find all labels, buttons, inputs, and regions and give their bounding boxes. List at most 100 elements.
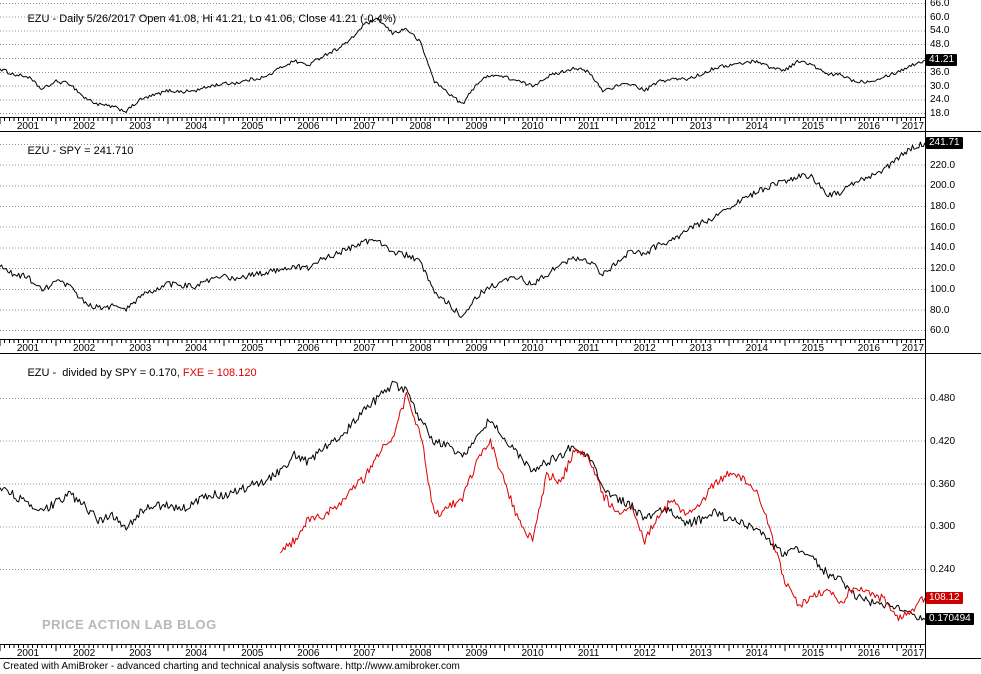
x-year-label: 2001 bbox=[17, 648, 40, 658]
status-bar: Created with AmiBroker - advanced charti… bbox=[0, 659, 981, 674]
ratio-panel-title: EZU - divided by SPY = 0.170, FXE = 108.… bbox=[3, 355, 257, 391]
x-year-label: 2017 bbox=[902, 648, 925, 658]
x-year-label: 2010 bbox=[521, 343, 544, 353]
x-year-label: 2004 bbox=[185, 648, 208, 658]
x-year-label: 2015 bbox=[802, 648, 825, 658]
x-year-label: 2014 bbox=[746, 121, 769, 131]
x-year-label: 2003 bbox=[129, 648, 152, 658]
x-year-label: 2010 bbox=[521, 121, 544, 131]
x-year-label: 2012 bbox=[634, 343, 657, 353]
FXE-line bbox=[279, 391, 925, 622]
x-year-label: 2010 bbox=[521, 648, 544, 658]
ratio-title-text: EZU - divided by SPY = 0.170, bbox=[27, 367, 183, 379]
x-year-label: 2002 bbox=[73, 648, 96, 658]
panel-ratio-fxe: EZU - divided by SPY = 0.170, FXE = 108.… bbox=[0, 354, 981, 659]
y-tick-label: 0.420 bbox=[930, 436, 956, 447]
y-tick-label: 120.0 bbox=[930, 263, 956, 274]
x-year-label: 2001 bbox=[17, 343, 40, 353]
x-year-label: 2013 bbox=[690, 121, 713, 131]
x-year-label: 2005 bbox=[241, 343, 264, 353]
spy-panel-title: EZU - SPY = 241.710 bbox=[3, 133, 133, 169]
x-year-label: 2002 bbox=[73, 343, 96, 353]
y-tick-label: 36.0 bbox=[930, 67, 950, 78]
y-tick-label: 24.0 bbox=[930, 94, 950, 105]
y-tick-label: 0.360 bbox=[930, 479, 956, 490]
x-year-label: 2011 bbox=[578, 121, 600, 131]
x-year-label: 2017 bbox=[902, 121, 925, 131]
panel-spy-price: EZU - SPY = 241.710 241.71 220.0 200.0 180.… bbox=[0, 132, 981, 354]
x-year-label: 2009 bbox=[465, 121, 488, 131]
y-tick-label: 66.0 bbox=[930, 0, 950, 9]
plot-axis-divider bbox=[925, 132, 926, 353]
SPY-line bbox=[0, 141, 925, 318]
spy-x-axis-canvas: 2001 2002 2003 2004 2005 2006 2007 2008 2009 2010… bbox=[0, 340, 925, 354]
x-year-label: 2003 bbox=[129, 343, 152, 353]
EZU-line bbox=[0, 17, 925, 114]
ezu-x-axis[interactable]: 2001 2002 2003 2004 2005 2006 2007 2008 2009 2010… bbox=[0, 117, 925, 132]
EZU-divided-by-SPY-line bbox=[0, 380, 925, 621]
spy-x-axis[interactable]: 2001 2002 2003 2004 2005 2006 2007 2008 2009 2010… bbox=[0, 339, 925, 354]
x-year-label: 2007 bbox=[353, 648, 376, 658]
spy-title-text: EZU - SPY = 241.710 bbox=[27, 145, 134, 157]
y-tick-label: 0.240 bbox=[930, 564, 956, 575]
x-year-label: 2001 bbox=[17, 121, 40, 131]
y-tick-label: 160.0 bbox=[930, 222, 956, 233]
x-year-label: 2013 bbox=[690, 648, 713, 658]
y-tick-label: 140.0 bbox=[930, 242, 956, 253]
plot-axis-divider bbox=[925, 354, 926, 658]
ratio-fxe-plot[interactable]: EZU - divided by SPY = 0.170, FXE = 108.… bbox=[0, 354, 925, 644]
x-year-label: 2007 bbox=[353, 343, 376, 353]
y-tick-label: 60.0 bbox=[930, 325, 950, 336]
x-year-label: 2011 bbox=[578, 648, 600, 658]
y-tick-label: 48.0 bbox=[930, 39, 950, 50]
ezu-y-axis[interactable]: 41.21 66.0 60.0 54.0 48.0 36.0 30.0 24.0 18.0 bbox=[926, 0, 981, 131]
y-tick-label: 0.300 bbox=[930, 521, 956, 532]
y-tick-label: 80.0 bbox=[930, 305, 950, 316]
x-year-label: 2009 bbox=[465, 648, 488, 658]
ratio-x-axis-canvas: 2001 2002 2003 2004 2005 2006 2007 2008 2009 2010… bbox=[0, 645, 925, 659]
EZU-last-price-label: 41.21 bbox=[926, 54, 958, 66]
x-year-label: 2006 bbox=[297, 121, 320, 131]
x-year-label: 2012 bbox=[634, 648, 657, 658]
y-tick-label: 18.0 bbox=[930, 108, 950, 119]
y-tick-label: 54.0 bbox=[930, 25, 950, 36]
y-tick-label: 60.0 bbox=[930, 12, 950, 23]
FXE-last-price-label: 108.12 bbox=[926, 592, 963, 604]
x-year-label: 2006 bbox=[297, 343, 320, 353]
ratio-x-axis[interactable]: 2001 2002 2003 2004 2005 2006 2007 2008 2009 2010… bbox=[0, 644, 925, 659]
x-year-label: 2015 bbox=[802, 121, 825, 131]
x-year-label: 2016 bbox=[858, 121, 881, 131]
SPY-last-price-label: 241.71 bbox=[926, 137, 963, 149]
ezu-price-plot[interactable]: EZU - Daily 5/26/2017 Open 41.08, Hi 41.… bbox=[0, 0, 925, 117]
panel-ezu-price: EZU - Daily 5/26/2017 Open 41.08, Hi 41.… bbox=[0, 0, 981, 132]
x-year-label: 2016 bbox=[858, 343, 881, 353]
ezu-panel-title: EZU - Daily 5/26/2017 Open 41.08, Hi 41.… bbox=[3, 1, 396, 37]
x-year-label: 2003 bbox=[129, 121, 152, 131]
x-year-label: 2014 bbox=[746, 343, 769, 353]
x-year-label: 2004 bbox=[185, 343, 208, 353]
ratio-fxe-chart-canvas bbox=[0, 380, 925, 622]
spy-y-axis[interactable]: 241.71 220.0 200.0 180.0 160.0 140.0 120.0 100.… bbox=[926, 132, 981, 353]
x-year-label: 2008 bbox=[409, 648, 432, 658]
fxe-title-text: FXE = 108.120 bbox=[182, 367, 257, 379]
x-year-label: 2006 bbox=[297, 648, 320, 658]
x-year-label: 2014 bbox=[746, 648, 769, 658]
x-year-label: 2008 bbox=[409, 121, 432, 131]
EZU-divided-by-SPY-last-price-label: 0.170494 bbox=[926, 613, 974, 625]
ratio-y-axis[interactable]: 0.170494 108.12 0.480 0.420 0.360 0.300 0.240 bbox=[926, 354, 981, 658]
plot-axis-divider bbox=[925, 0, 926, 131]
x-year-label: 2015 bbox=[802, 343, 825, 353]
x-year-label: 2009 bbox=[465, 343, 488, 353]
y-tick-label: 180.0 bbox=[930, 201, 956, 212]
status-bar-text: Created with AmiBroker - advanced charti… bbox=[3, 661, 460, 672]
ezu-title-text: EZU - Daily 5/26/2017 Open 41.08, Hi 41.… bbox=[27, 13, 397, 25]
spy-price-plot[interactable]: EZU - SPY = 241.710 bbox=[0, 132, 925, 339]
x-year-label: 2012 bbox=[634, 121, 657, 131]
x-year-label: 2005 bbox=[241, 121, 264, 131]
y-tick-label: 220.0 bbox=[930, 160, 956, 171]
x-year-label: 2002 bbox=[73, 121, 96, 131]
x-year-label: 2005 bbox=[241, 648, 264, 658]
ezu-x-axis-canvas: 2001 2002 2003 2004 2005 2006 2007 2008 2009 2010… bbox=[0, 118, 925, 132]
x-year-label: 2008 bbox=[409, 343, 432, 353]
